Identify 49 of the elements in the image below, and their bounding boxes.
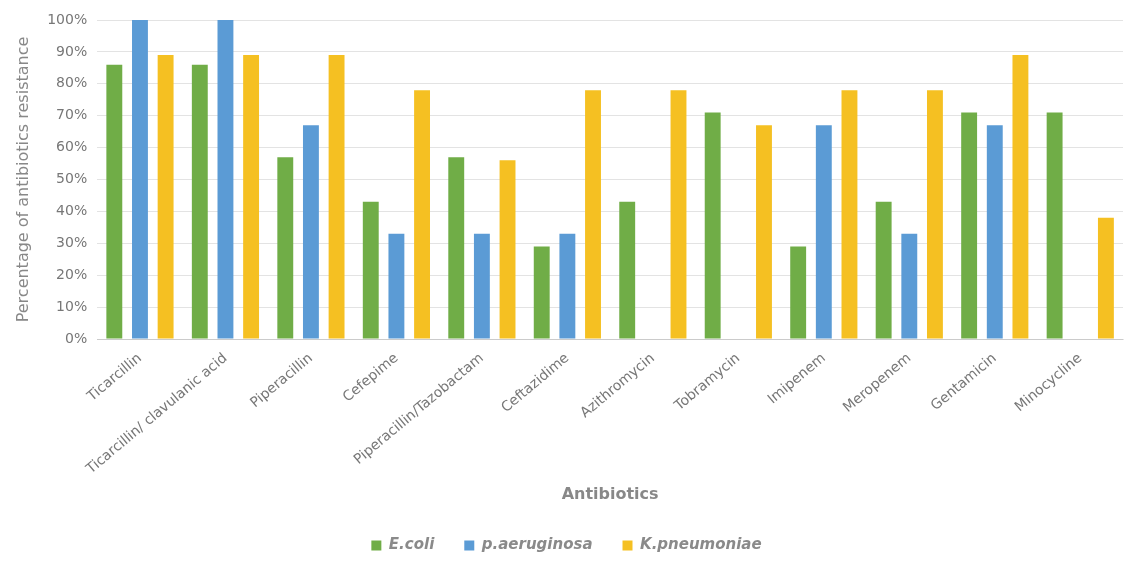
y-tick-label: 100% <box>47 10 88 27</box>
y-tick-label: 0% <box>65 329 88 346</box>
bar <box>499 160 516 339</box>
bar <box>875 201 892 339</box>
bar <box>585 90 601 339</box>
bar <box>533 246 550 339</box>
bar <box>815 125 832 339</box>
y-tick-label: 40% <box>56 202 88 219</box>
bar <box>388 233 405 339</box>
bar <box>132 20 148 339</box>
bar <box>217 20 234 339</box>
bar <box>106 64 123 339</box>
y-tick-label: 90% <box>56 42 88 59</box>
y-tick-label: 20% <box>56 265 88 282</box>
legend-label: p.aeruginosa <box>480 535 593 554</box>
y-tick-label: 10% <box>56 297 88 314</box>
bar <box>191 64 208 339</box>
bar <box>277 157 294 339</box>
bar <box>1046 112 1063 339</box>
bar <box>704 112 721 339</box>
y-tick-label: 60% <box>56 138 88 155</box>
bar <box>302 125 319 339</box>
y-axis-title: Percentage of antibiotics resistance <box>12 36 32 323</box>
y-tick-label: 70% <box>56 106 88 123</box>
bar <box>328 55 345 339</box>
bar <box>790 246 807 339</box>
bar <box>619 201 636 339</box>
y-tick-label: 50% <box>56 170 88 187</box>
bar <box>1097 217 1114 339</box>
bar <box>448 157 465 339</box>
bar <box>1012 55 1029 339</box>
bar <box>901 233 918 339</box>
bar <box>559 233 576 339</box>
legend-label: E.coli <box>388 535 436 554</box>
bar <box>362 201 379 339</box>
x-axis-title: Antibiotics <box>561 483 659 503</box>
bar <box>670 90 687 339</box>
bar <box>756 125 772 339</box>
bar <box>414 90 430 339</box>
legend-label: K.pneumoniae <box>640 535 762 554</box>
bar <box>986 125 1003 339</box>
y-tick-label: 80% <box>56 74 88 91</box>
bar <box>926 90 943 339</box>
y-tick-label: 30% <box>56 233 88 250</box>
bar <box>841 90 858 339</box>
bar <box>243 55 260 339</box>
bar <box>961 112 978 339</box>
bar <box>157 55 174 339</box>
bar <box>473 233 490 339</box>
